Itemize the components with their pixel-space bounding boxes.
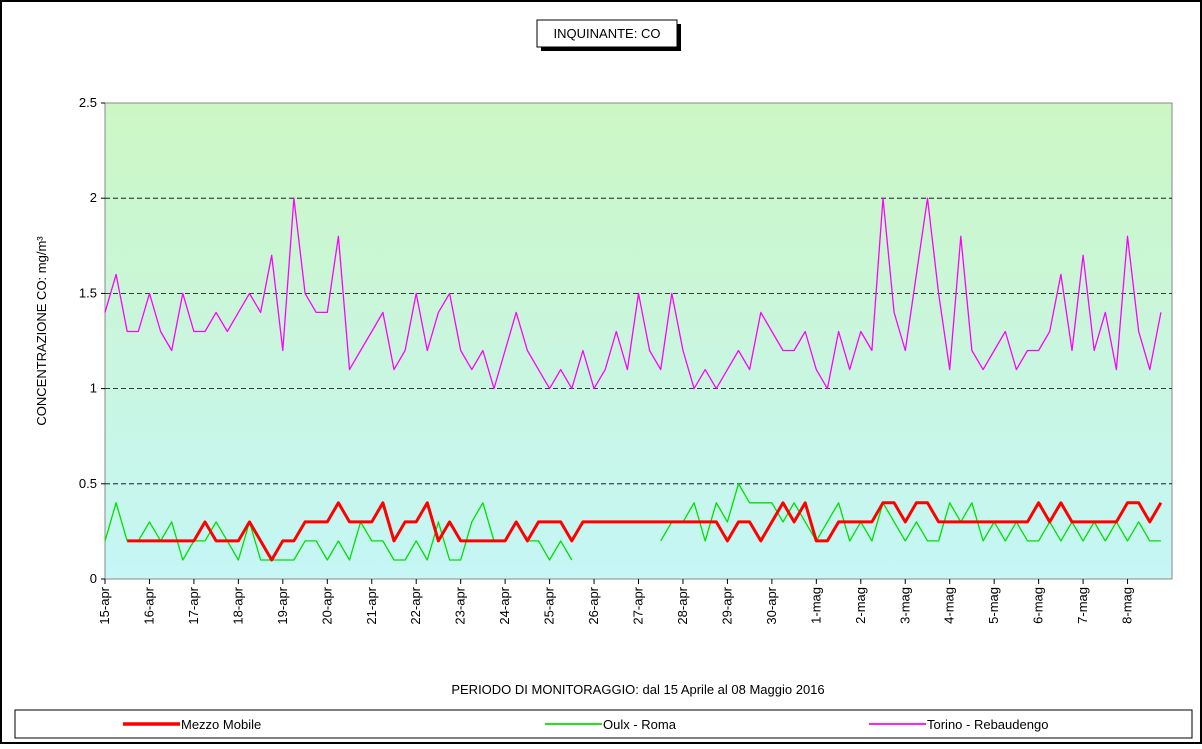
y-tick-label: 2.5 xyxy=(79,95,97,110)
x-tick-label: 22-apr xyxy=(408,586,423,624)
series-line xyxy=(104,197,1162,390)
y-axis-label: CONCENTRAZIONE CO: mg/m³ xyxy=(34,236,49,426)
x-tick-label: 2-mag xyxy=(853,587,868,624)
y-tick-label: 1.5 xyxy=(79,285,97,300)
plot-area xyxy=(104,102,1173,580)
x-tick-label: 23-apr xyxy=(453,586,468,624)
legend-label: Torino - Rebaudengo xyxy=(927,717,1048,732)
x-tick-label: 6-mag xyxy=(1031,587,1046,624)
x-tick-label: 3-mag xyxy=(897,587,912,624)
y-tick-label: 0.5 xyxy=(79,476,97,491)
x-tick-label: 29-apr xyxy=(719,586,734,624)
x-tick-label: 20-apr xyxy=(319,586,334,624)
series-line xyxy=(127,501,1163,562)
x-tick-label: 17-apr xyxy=(186,586,201,624)
y-tick-label: 1 xyxy=(90,381,97,396)
x-tick-label: 16-apr xyxy=(141,586,156,624)
y-tick-label: 2 xyxy=(90,190,97,205)
x-tick-label: 21-apr xyxy=(364,586,379,624)
x-tick-label: 18-apr xyxy=(230,586,245,624)
x-axis-label: PERIODO DI MONITORAGGIO: dal 15 Aprile a… xyxy=(451,682,824,697)
x-tick-label: 28-apr xyxy=(675,586,690,624)
x-tick-label: 27-apr xyxy=(631,586,646,624)
x-tick-label: 15-apr xyxy=(97,586,112,624)
y-tick-label: 0 xyxy=(90,571,97,586)
legend-label: Oulx - Roma xyxy=(603,717,677,732)
chart-title: INQUINANTE: CO xyxy=(554,26,661,41)
x-tick-label: 26-apr xyxy=(586,586,601,624)
legend xyxy=(14,709,1193,739)
x-tick-label: 4-mag xyxy=(942,587,957,624)
legend-label: Mezzo Mobile xyxy=(181,717,261,732)
x-tick-label: 5-mag xyxy=(986,587,1001,624)
title-box xyxy=(536,19,678,48)
x-tick-label: 25-apr xyxy=(542,586,557,624)
x-tick-label: 8-mag xyxy=(1120,587,1135,624)
x-tick-label: 7-mag xyxy=(1075,587,1090,624)
x-tick-label: 1-mag xyxy=(808,587,823,624)
x-tick-label: 30-apr xyxy=(764,586,779,624)
x-tick-label: 19-apr xyxy=(275,586,290,624)
x-tick-label: 24-apr xyxy=(497,586,512,624)
